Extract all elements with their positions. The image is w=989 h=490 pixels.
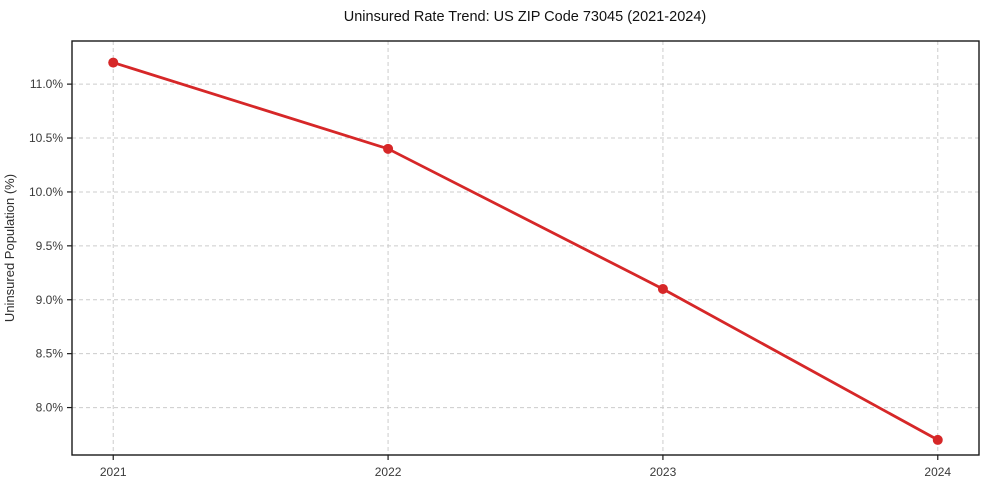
x-tick-label: 2022 [375, 465, 402, 479]
x-tick-label: 2021 [100, 465, 127, 479]
y-tick-label: 9.5% [36, 239, 64, 253]
axis-ticks [67, 83, 939, 460]
chart-title: Uninsured Rate Trend: US ZIP Code 73045 … [344, 9, 706, 25]
y-axis-label: Uninsured Population (%) [2, 174, 17, 322]
x-tick-label: 2024 [924, 465, 951, 479]
y-tick-label: 9.0% [36, 293, 64, 307]
grid-lines [72, 41, 979, 455]
trend-line [111, 61, 940, 442]
y-tick-label: 8.5% [36, 347, 64, 361]
data-point [657, 283, 668, 294]
plot-area-border [71, 40, 980, 456]
tick-labels: 8.0% 8.5% 9.0% 9.5% 10.0% 10.5% 11.0% 2021 2022 2… [29, 77, 951, 479]
data-point [383, 143, 394, 154]
y-tick-label: 8.0% [36, 401, 64, 415]
data-point [932, 434, 943, 445]
y-tick-label: 11.0% [30, 77, 63, 91]
data-series [108, 57, 943, 445]
y-tick-label: 10.0% [29, 185, 63, 199]
x-tick-label: 2023 [650, 465, 677, 479]
data-point [108, 57, 119, 68]
y-tick-label: 10.5% [29, 131, 63, 145]
